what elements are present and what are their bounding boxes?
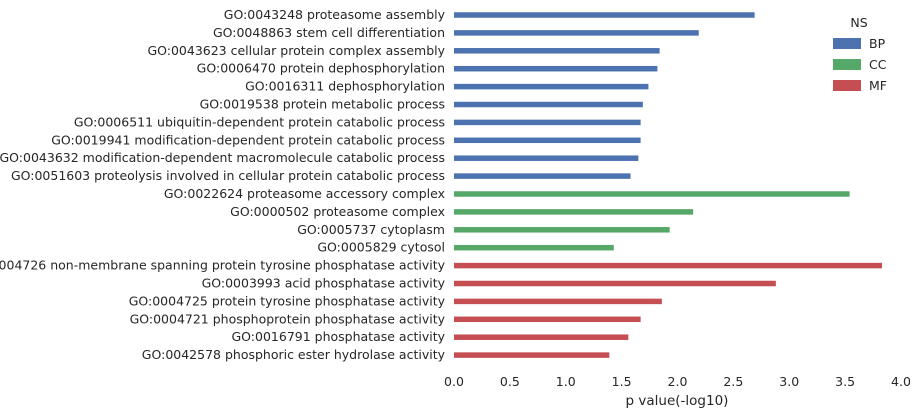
legend: NS BP CC MF: [833, 15, 887, 93]
legend-swatch: [833, 59, 861, 70]
x-axis-label: p value(-log10): [626, 393, 729, 409]
x-tick-label: 0.0: [444, 374, 464, 389]
category-label: GO:0005829 cytosol: [317, 240, 445, 255]
category-label: GO:0019538 protein metabolic process: [200, 97, 445, 112]
bar: [454, 334, 629, 340]
x-tick-label: 3.0: [779, 374, 799, 389]
bar: [454, 101, 643, 108]
category-label: GO:0043623 cellular protein complex asse…: [147, 43, 445, 58]
legend-label: BP: [869, 36, 886, 51]
bar: [454, 352, 610, 358]
bar: [454, 173, 631, 179]
category-label: GO:0051603 proteolysis involved in cellu…: [11, 168, 445, 183]
bar: [454, 191, 850, 197]
x-tick-label: 2.5: [723, 374, 743, 389]
bar: [454, 83, 649, 90]
legend-label: CC: [869, 57, 887, 72]
category-label: GO:0043632 modification-dependent macrom…: [0, 150, 445, 165]
x-tick-label: 4.0: [891, 374, 911, 389]
category-label: GO:0019941 modification-dependent protei…: [51, 132, 445, 147]
bar: [454, 30, 699, 36]
bars: [454, 12, 883, 358]
category-label: GO:0042578 phosphoric ester hydrolase ac…: [142, 347, 446, 362]
legend-title: NS: [850, 15, 867, 30]
category-label: GO:0000502 proteasome complex: [230, 204, 445, 219]
legend-label: MF: [869, 78, 887, 93]
category-label: GO:0004726 non-membrane spanning protein…: [0, 258, 446, 273]
bar: [454, 48, 660, 54]
legend-swatch: [833, 80, 861, 91]
bar: [454, 65, 658, 72]
x-tick-label: 0.5: [500, 374, 520, 389]
bar: [454, 244, 614, 251]
bar: [454, 119, 641, 126]
bar: [454, 12, 755, 18]
bar: [454, 316, 641, 323]
category-label: GO:0006511 ubiquitin-dependent protein c…: [74, 114, 445, 129]
bar: [454, 155, 639, 161]
category-label: GO:0005737 cytoplasm: [297, 222, 445, 237]
category-label: GO:0048863 stem cell differentiation: [213, 25, 445, 40]
bar: [454, 280, 776, 287]
category-label: GO:0043248 proteasome assembly: [224, 7, 446, 22]
category-label: GO:0003993 acid phosphatase activity: [202, 276, 446, 291]
x-tick-label: 3.5: [835, 374, 855, 389]
category-label: GO:0004725 protein tyrosine phosphatase …: [129, 293, 446, 308]
category-label: GO:0022624 proteasome accessory complex: [164, 186, 445, 201]
legend-swatch: [833, 38, 861, 49]
bar: [454, 209, 694, 215]
bar: [454, 227, 670, 233]
x-tick-label: 1.5: [612, 374, 632, 389]
category-labels: GO:0043248 proteasome assembly GO:0048863…: [0, 7, 446, 362]
bar: [454, 262, 883, 269]
category-label: GO:0016311 dephosphorylation: [245, 79, 445, 94]
x-axis-ticks: 0.0 0.5 1.0 1.5 2.0 2.5 3.0 3.5 4.0: [444, 374, 911, 389]
category-label: GO:0004721 phosphoprotein phosphatase ac…: [130, 311, 446, 326]
bar: [454, 137, 641, 144]
category-label: GO:0016791 phosphatase activity: [231, 329, 445, 344]
x-tick-label: 2.0: [668, 374, 688, 389]
x-tick-label: 1.0: [556, 374, 576, 389]
bar: [454, 298, 662, 305]
category-label: GO:0006470 protein dephosphorylation: [197, 61, 445, 76]
